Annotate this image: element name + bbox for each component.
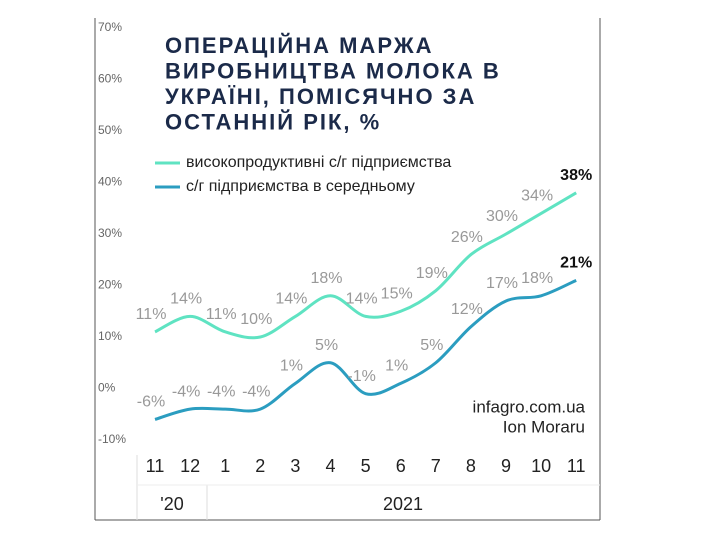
value-label: -4% (242, 383, 270, 400)
x-tick-label: 3 (290, 456, 300, 476)
value-label: 1% (385, 358, 408, 375)
y-tick-label: 40% (98, 175, 122, 189)
source: infagro.com.ua (473, 397, 586, 416)
value-label: 5% (420, 337, 443, 354)
series-line (154, 278, 577, 421)
value-label: -6% (137, 394, 165, 411)
value-label: 18% (310, 270, 342, 287)
x-tick-label: 11 (146, 456, 165, 476)
value-label: -4% (207, 383, 235, 400)
x-tick-label: 12 (180, 456, 200, 476)
source: Ion Moraru (503, 417, 585, 436)
value-label: 10% (240, 311, 272, 328)
y-tick-label: 20% (98, 278, 122, 292)
value-label: 14% (170, 291, 202, 308)
legend-label: високопродуктивні с/г підприємства (186, 154, 451, 171)
value-label: 11% (136, 306, 167, 323)
y-tick-label: 50% (98, 123, 122, 137)
value-label: 18% (521, 270, 553, 287)
value-label: 30% (486, 208, 518, 225)
value-label: 38% (560, 167, 592, 184)
value-label: 5% (315, 337, 338, 354)
value-label: 14% (346, 291, 378, 308)
y-tick-label: 70% (98, 20, 122, 34)
chart-title: ОСТАННІЙ РІК, % (165, 109, 381, 134)
x-tick-label: 2 (255, 456, 265, 476)
legend-label: с/г підприємства в середньому (186, 178, 415, 195)
x-tick-label: 10 (531, 456, 551, 476)
series-line (154, 191, 577, 340)
chart-title: ВИРОБНИЦТВА МОЛОКА В (165, 58, 501, 83)
x-tick-label: 4 (325, 456, 335, 476)
y-tick-label: 10% (98, 329, 122, 343)
value-label: -4% (172, 383, 200, 400)
value-label: 11% (206, 306, 237, 323)
chart-title: УКРАЇНІ, ПОМІСЯЧНО ЗА (165, 84, 476, 109)
y-tick-label: 60% (98, 72, 122, 86)
x-tick-label: 11 (567, 456, 586, 476)
x-group-label: 2021 (383, 494, 423, 514)
y-tick-label: 0% (98, 381, 116, 395)
y-tick-label: 30% (98, 226, 122, 240)
value-label: 19% (416, 265, 448, 282)
chart-title: ОПЕРАЦІЙНА МАРЖА (165, 33, 433, 58)
value-label: 1% (280, 358, 303, 375)
value-label: 17% (486, 275, 518, 292)
value-label: 34% (521, 188, 553, 205)
x-tick-label: 8 (466, 456, 476, 476)
value-label: 21% (560, 255, 592, 272)
value-label: 26% (451, 229, 483, 246)
value-label: 15% (381, 285, 413, 302)
x-tick-label: 6 (396, 456, 406, 476)
value-label: 12% (451, 301, 483, 318)
y-tick-label: -10% (98, 432, 126, 446)
x-tick-label: 1 (220, 456, 230, 476)
x-tick-label: 9 (501, 456, 511, 476)
x-tick-label: 5 (361, 456, 371, 476)
value-label: 14% (275, 291, 307, 308)
value-label: -1% (347, 368, 375, 385)
x-group-label: '20 (160, 494, 183, 514)
x-tick-label: 7 (431, 456, 441, 476)
